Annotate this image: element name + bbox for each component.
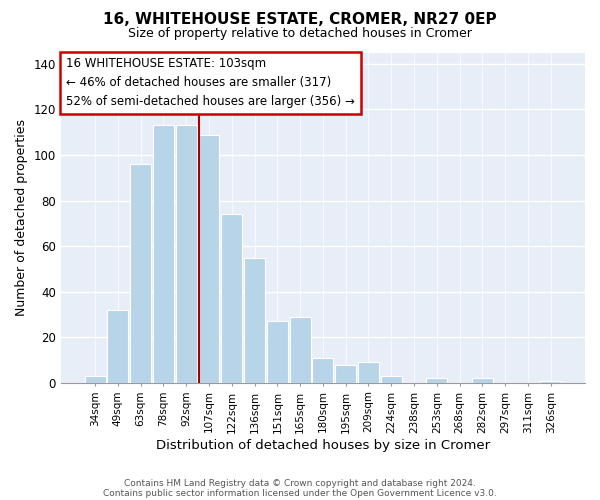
Bar <box>107 310 128 383</box>
Text: Contains public sector information licensed under the Open Government Licence v3: Contains public sector information licen… <box>103 488 497 498</box>
Text: Contains HM Land Registry data © Crown copyright and database right 2024.: Contains HM Land Registry data © Crown c… <box>124 478 476 488</box>
Bar <box>130 164 151 383</box>
Bar <box>85 376 106 383</box>
X-axis label: Distribution of detached houses by size in Cromer: Distribution of detached houses by size … <box>156 440 490 452</box>
Bar <box>313 358 334 383</box>
Bar <box>472 378 493 383</box>
Bar <box>540 380 561 383</box>
Bar <box>358 362 379 383</box>
Bar <box>153 126 174 383</box>
Bar <box>221 214 242 383</box>
Bar <box>176 126 197 383</box>
Bar <box>244 258 265 383</box>
Bar <box>381 376 402 383</box>
Bar <box>290 316 311 383</box>
Text: Size of property relative to detached houses in Cromer: Size of property relative to detached ho… <box>128 28 472 40</box>
Bar <box>267 322 288 383</box>
Text: 16 WHITEHOUSE ESTATE: 103sqm
← 46% of detached houses are smaller (317)
52% of s: 16 WHITEHOUSE ESTATE: 103sqm ← 46% of de… <box>66 58 355 108</box>
Bar <box>335 364 356 383</box>
Bar <box>199 134 220 383</box>
Text: 16, WHITEHOUSE ESTATE, CROMER, NR27 0EP: 16, WHITEHOUSE ESTATE, CROMER, NR27 0EP <box>103 12 497 28</box>
Bar <box>427 378 447 383</box>
Y-axis label: Number of detached properties: Number of detached properties <box>15 119 28 316</box>
